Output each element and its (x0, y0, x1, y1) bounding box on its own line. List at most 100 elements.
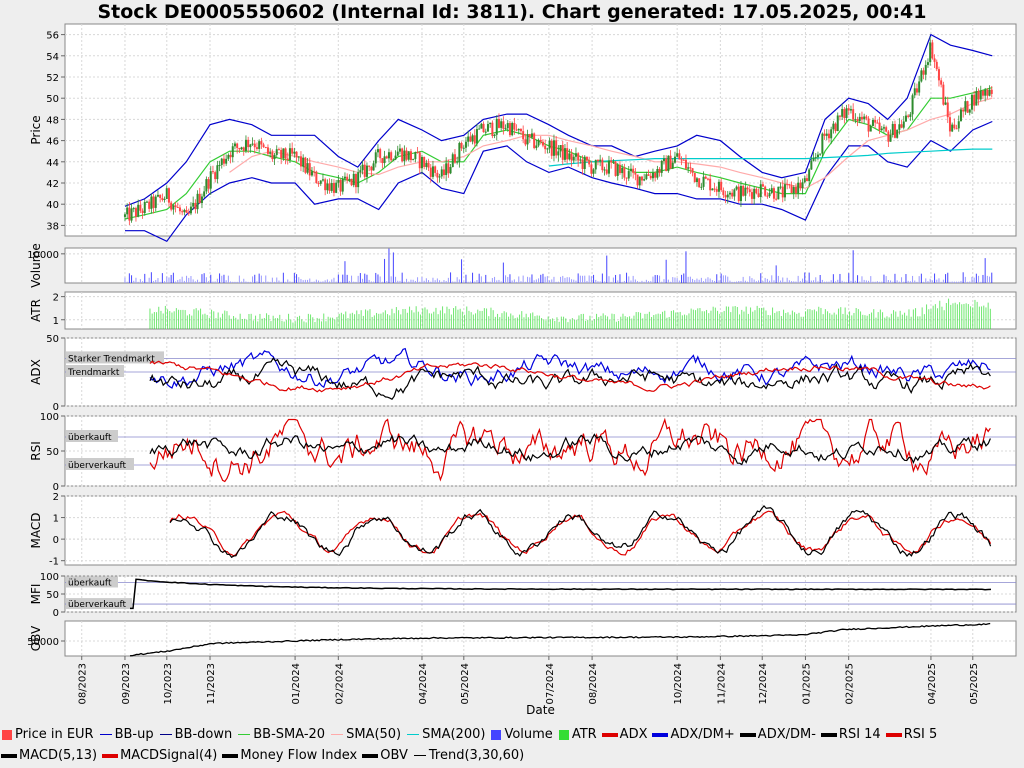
candle-body (456, 161, 459, 163)
candle-body (845, 108, 848, 119)
candle-body (792, 187, 795, 194)
candle-body (317, 183, 320, 185)
candle-body (189, 206, 192, 214)
candle-body (728, 192, 731, 195)
candle-body (581, 159, 584, 170)
candle-body (867, 118, 870, 132)
candle-body (409, 151, 412, 161)
panel-atr-plot-area (64, 291, 1017, 330)
candle-body (216, 165, 219, 180)
candle-body (451, 154, 454, 168)
candle-body (196, 193, 199, 210)
legend-label: Volume (504, 727, 553, 742)
legend-symbol (740, 733, 755, 736)
candle-body (526, 134, 529, 145)
candle-body (665, 158, 668, 172)
series-adx (149, 360, 991, 393)
candle-body (920, 70, 923, 82)
candle-body (735, 186, 738, 190)
candle-body (363, 164, 366, 177)
candle-body (856, 119, 859, 122)
candle-body (552, 140, 555, 156)
candle-body (786, 184, 789, 186)
candle-body (174, 205, 177, 208)
candle-body (370, 166, 373, 171)
candle-body (332, 183, 335, 193)
candle-body (676, 153, 679, 157)
candle-body (227, 154, 230, 159)
x-tick-label: 08/2023 (78, 663, 89, 705)
candle-body (379, 149, 382, 159)
candle-body (335, 182, 338, 193)
candle-body (145, 201, 148, 203)
candle-body (755, 188, 758, 194)
candle-body (181, 211, 184, 213)
legend-symbol (2, 729, 12, 740)
legend-item: Money Flow Index (223, 745, 357, 766)
candle-body (304, 157, 307, 173)
candle-body (159, 194, 162, 198)
candle-body (548, 140, 551, 149)
candle-body (753, 188, 756, 199)
candle-body (205, 179, 208, 192)
candle-body (827, 133, 830, 139)
candle-body (295, 151, 298, 158)
candle-body (209, 171, 212, 189)
candle-body (172, 205, 175, 210)
candle-body (183, 209, 186, 213)
candle-body (651, 172, 654, 179)
candle-body (841, 109, 844, 117)
candle-body (900, 124, 903, 128)
candle-body (225, 158, 228, 164)
candle-body (130, 208, 133, 221)
candle-body (163, 198, 166, 200)
y-tick-label: 50 (46, 94, 59, 105)
candle-body (178, 207, 181, 212)
candle-body (632, 168, 635, 173)
candle-body (836, 115, 839, 132)
stock-chart: 38404244464850525456Price10000Volume12AT… (27, 23, 1017, 717)
candle-body (599, 159, 602, 162)
legend-label: MACD(5,13) (19, 748, 98, 763)
candle-body (821, 133, 824, 154)
candle-body (801, 182, 804, 189)
legend-item: ATR (558, 724, 597, 745)
candle-body (200, 196, 203, 204)
candle-body (748, 189, 751, 193)
candle-body (929, 42, 932, 63)
x-tick-label: 11/2024 (716, 663, 727, 705)
candle-body (603, 169, 606, 171)
candle-body (346, 176, 349, 181)
candle-body (438, 176, 441, 178)
legend-label: ATR (571, 727, 597, 742)
y-tick-label: 0 (53, 608, 59, 619)
legend-symbol (103, 754, 118, 757)
candle-body (453, 154, 456, 163)
legend-symbol (886, 733, 901, 736)
candle-body (258, 141, 261, 149)
candle-body (715, 189, 718, 192)
candle-body (427, 162, 430, 168)
candle-body (772, 188, 775, 199)
candle-body (264, 147, 267, 149)
candle-body (933, 58, 936, 62)
legend-symbol (363, 754, 378, 757)
candle-body (953, 124, 956, 129)
panel-adx: 0 50 ADX (29, 334, 1017, 413)
candle-body (229, 154, 232, 158)
annotation-label: überverkauft (68, 600, 127, 610)
candle-body (645, 174, 648, 180)
candle-body (887, 131, 890, 142)
candle-body (392, 159, 395, 161)
candle-body (482, 123, 485, 133)
candle-body (896, 129, 899, 138)
y-tick-label: 1 (53, 316, 59, 327)
y-tick-label: 48 (46, 115, 59, 126)
candle-body (207, 179, 210, 189)
candle-body (343, 176, 346, 179)
candle-body (935, 61, 938, 70)
candle-body (385, 156, 388, 159)
candle-body (546, 148, 549, 150)
candle-body (779, 186, 782, 188)
legend-label: ADX/DM+ (670, 727, 735, 742)
